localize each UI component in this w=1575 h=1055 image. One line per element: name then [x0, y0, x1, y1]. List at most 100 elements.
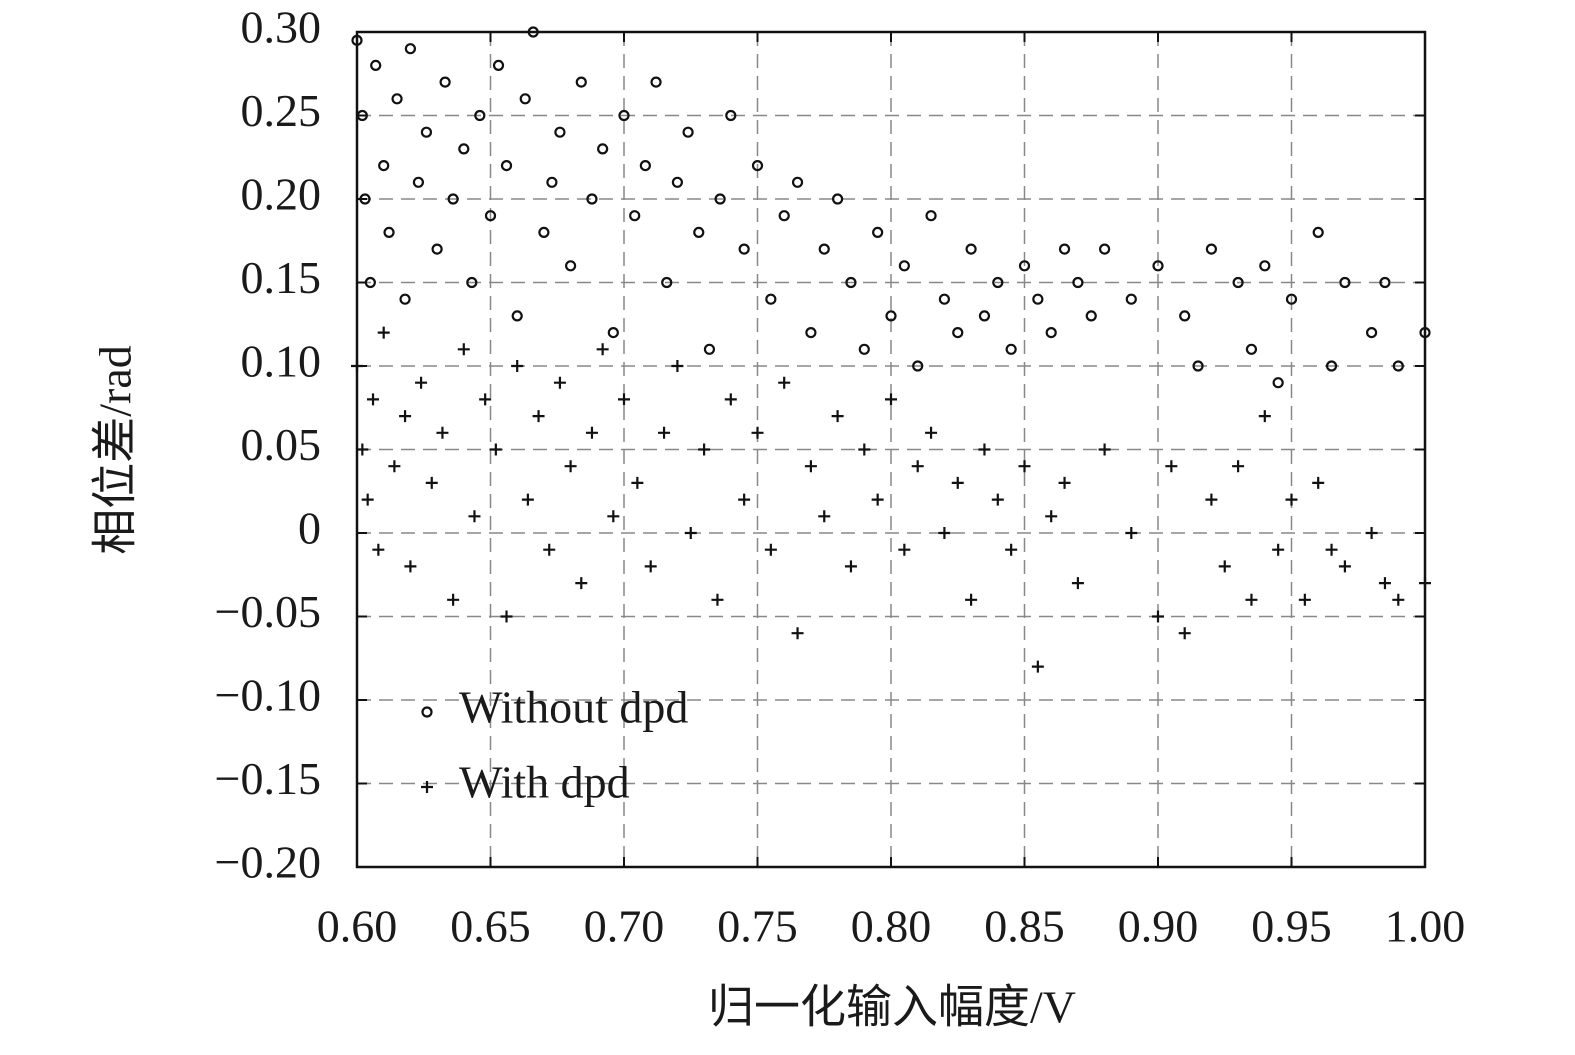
x-tick-label: 0.75 [717, 901, 798, 952]
point [703, 343, 716, 355]
point [1272, 543, 1285, 556]
point [415, 376, 428, 389]
point [1365, 527, 1378, 539]
y-tick-label: −0.05 [215, 586, 321, 637]
point [618, 393, 630, 406]
point [500, 160, 513, 172]
point [831, 193, 844, 205]
point [1005, 343, 1017, 355]
point [356, 443, 369, 456]
point [1312, 476, 1325, 489]
point [1258, 410, 1271, 423]
x-axis-title: 归一化输入幅度/V [708, 982, 1076, 1033]
point [711, 593, 724, 606]
point [474, 109, 486, 122]
point [1058, 476, 1071, 489]
point [457, 343, 470, 356]
point [778, 376, 791, 389]
point [586, 193, 598, 205]
point [466, 276, 478, 289]
point [1272, 377, 1284, 389]
y-tick-label: −0.15 [215, 753, 321, 804]
point [564, 460, 577, 473]
point [1325, 360, 1338, 372]
point [479, 393, 492, 406]
point [1192, 360, 1204, 372]
point [629, 210, 641, 222]
point [671, 176, 684, 188]
point [818, 510, 831, 523]
point [554, 126, 566, 138]
point [372, 543, 385, 556]
point [992, 276, 1004, 289]
point [650, 76, 662, 88]
point [791, 627, 804, 640]
point [1072, 276, 1084, 289]
y-tick-label: 0 [298, 503, 321, 554]
point [1218, 560, 1231, 573]
point [399, 410, 412, 423]
point [383, 226, 395, 238]
point [1005, 543, 1018, 556]
point [1205, 493, 1218, 506]
point [597, 143, 609, 155]
legend-label: Without dpd [459, 682, 688, 733]
point [1058, 243, 1071, 255]
point [725, 109, 737, 122]
point [575, 76, 587, 88]
point [925, 426, 938, 439]
point [661, 276, 673, 289]
y-tick-label: 0.20 [241, 169, 322, 220]
point [845, 276, 857, 289]
point [607, 327, 619, 339]
legend-marker [421, 706, 433, 718]
point [831, 410, 844, 423]
point [885, 393, 897, 406]
point [1312, 226, 1324, 238]
point [791, 176, 804, 188]
point [425, 476, 438, 489]
point [858, 343, 870, 355]
point [724, 393, 737, 406]
point [575, 577, 588, 590]
point [1205, 243, 1218, 255]
point [1392, 360, 1404, 372]
point [564, 260, 577, 272]
point [693, 226, 705, 238]
point [1031, 660, 1044, 673]
point [764, 543, 777, 556]
point [1125, 293, 1137, 305]
point [1285, 493, 1298, 506]
point [378, 160, 390, 172]
point [370, 59, 382, 72]
x-tick-label: 0.80 [851, 901, 932, 952]
point [404, 43, 416, 55]
point [585, 426, 598, 439]
x-tick-label: 0.60 [317, 901, 398, 952]
point [420, 126, 433, 138]
point [1245, 343, 1258, 355]
point [671, 360, 684, 372]
point [1165, 460, 1178, 473]
point [1232, 460, 1245, 473]
point [500, 610, 513, 623]
point [1178, 627, 1191, 640]
point [805, 327, 817, 339]
point [844, 560, 857, 573]
point [871, 493, 884, 506]
y-tick-label: −0.10 [215, 670, 321, 721]
point [714, 193, 726, 205]
point [1125, 527, 1138, 539]
point [511, 360, 524, 372]
point [431, 243, 443, 255]
point [412, 176, 425, 188]
point [388, 460, 401, 473]
point [553, 376, 566, 389]
legend-label: With dpd [459, 757, 630, 808]
point [596, 343, 609, 356]
point [1045, 510, 1058, 523]
point [765, 293, 777, 305]
point [492, 59, 505, 72]
